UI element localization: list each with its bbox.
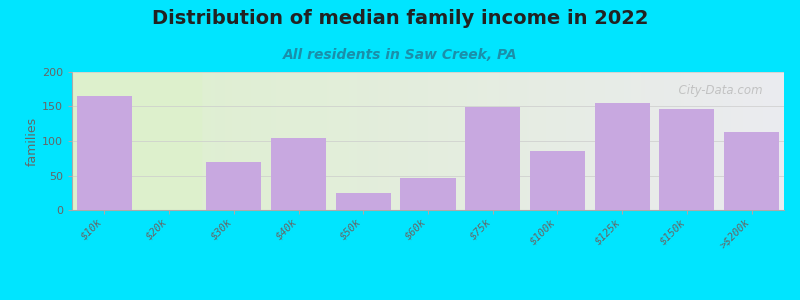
Bar	[724, 132, 779, 210]
Text: All residents in Saw Creek, PA: All residents in Saw Creek, PA	[282, 48, 518, 62]
Bar	[336, 193, 390, 210]
Text: Distribution of median family income in 2022: Distribution of median family income in …	[152, 9, 648, 28]
Bar	[594, 103, 650, 210]
Bar	[466, 107, 520, 210]
Bar	[271, 137, 326, 210]
Bar	[659, 109, 714, 210]
Text: City-Data.com: City-Data.com	[671, 84, 762, 98]
Bar	[77, 96, 132, 210]
Bar	[206, 162, 262, 210]
Y-axis label: families: families	[26, 116, 39, 166]
Bar	[401, 178, 455, 210]
Bar	[72, 72, 202, 210]
Bar	[530, 151, 585, 210]
